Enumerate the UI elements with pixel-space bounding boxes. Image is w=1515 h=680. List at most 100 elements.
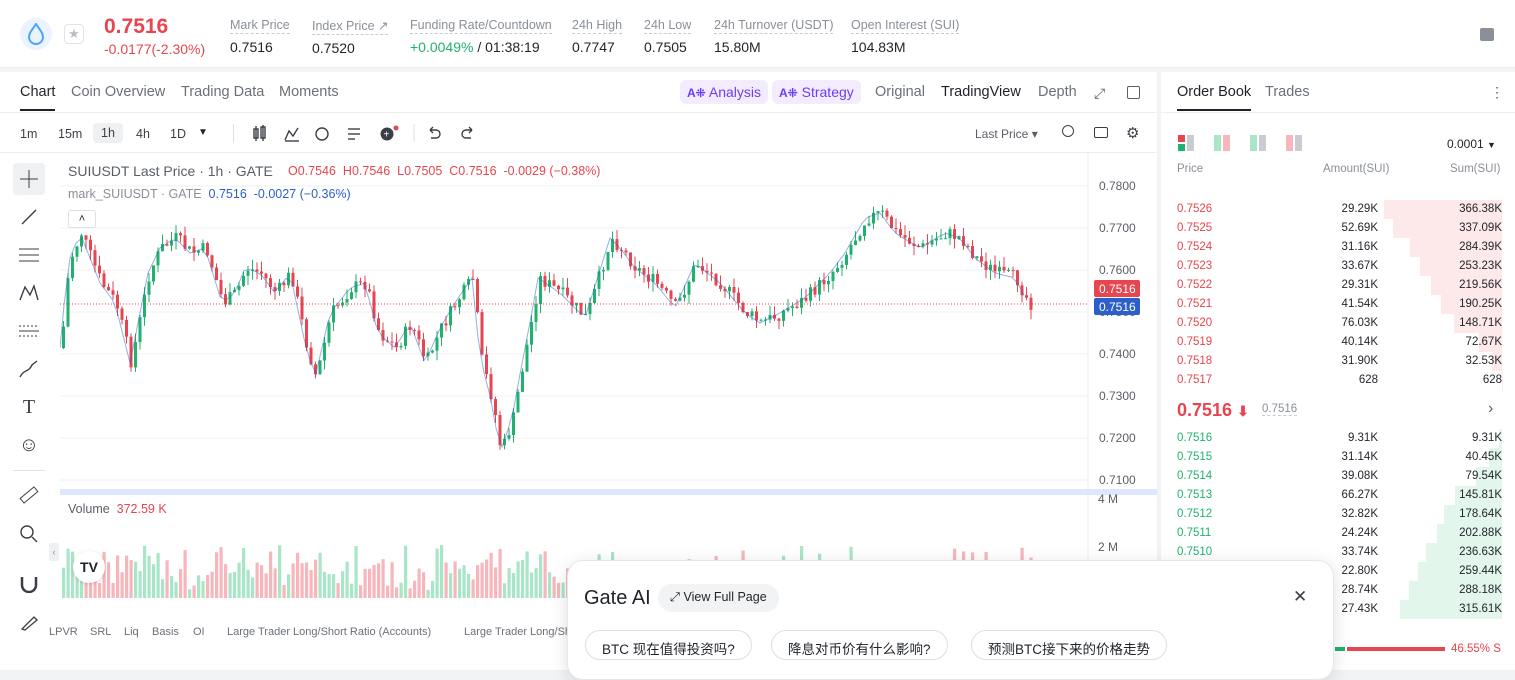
- tradingview-logo-icon[interactable]: TV: [73, 551, 105, 583]
- candle-body: [175, 233, 178, 241]
- tab-trading-data[interactable]: Trading Data: [181, 84, 264, 100]
- volume-bar: [188, 589, 191, 598]
- interval-1d[interactable]: 1D: [170, 127, 186, 141]
- tab-basis[interactable]: Basis: [152, 626, 179, 638]
- candle-body: [710, 272, 713, 273]
- candle-body: [485, 354, 488, 374]
- volume-bar: [170, 576, 173, 598]
- candle-body: [328, 323, 331, 343]
- emoji-tool-icon[interactable]: ☺: [13, 429, 45, 461]
- window-icon[interactable]: [1127, 86, 1140, 99]
- row-sum: 79.54K: [1466, 470, 1502, 482]
- volume-bar: [247, 570, 250, 598]
- tab-large-trader-accounts[interactable]: Large Trader Long/Short Ratio (Accounts): [227, 626, 431, 638]
- candle-body: [854, 241, 857, 245]
- interval-dropdown-icon[interactable]: ▼: [198, 127, 208, 138]
- candle-body: [152, 265, 155, 281]
- candle-body: [445, 323, 448, 325]
- prompt-chip-2[interactable]: 降息对币价有什么影响?: [771, 630, 948, 660]
- interval-4h[interactable]: 4h: [136, 127, 150, 141]
- magnet-tool-icon[interactable]: [13, 567, 45, 599]
- candlestick-chart[interactable]: 0.78000.77000.76000.75000.74000.73000.72…: [60, 153, 1157, 598]
- view-asks-icon[interactable]: [1286, 135, 1303, 151]
- tab-coin-overview[interactable]: Coin Overview: [71, 84, 165, 100]
- collapse-toolbar-icon[interactable]: ‹: [49, 543, 59, 561]
- price-type-select[interactable]: Last Price ▾: [975, 127, 1038, 141]
- collapse-legend-button[interactable]: ˄: [68, 210, 96, 228]
- tab-chart[interactable]: Chart: [20, 84, 55, 100]
- tab-large-trader-ratio[interactable]: Large Trader Long/Short Ratio: [464, 626, 568, 638]
- template-icon: [348, 129, 360, 139]
- price-axis-label: 0.7600: [1099, 263, 1136, 277]
- brush-tool-icon[interactable]: [13, 353, 45, 385]
- crosshair-tool-icon[interactable]: [13, 163, 45, 195]
- close-icon[interactable]: ✕: [1293, 587, 1307, 607]
- ai-strategy-button[interactable]: A⁜ Strategy: [772, 80, 861, 104]
- divider: [0, 112, 1157, 113]
- volume-bar: [125, 556, 128, 598]
- camera-icon[interactable]: [1094, 127, 1108, 138]
- tab-moments[interactable]: Moments: [279, 84, 339, 100]
- ai-analysis-button[interactable]: A⁜ Analysis: [680, 80, 768, 104]
- trend-line-tool-icon[interactable]: [13, 201, 45, 233]
- row-sum: 40.45K: [1466, 451, 1502, 463]
- zoom-in-tool-icon[interactable]: [13, 517, 45, 549]
- view-both-icon[interactable]: [1178, 135, 1195, 151]
- more-menu-icon[interactable]: ⋮: [1490, 84, 1504, 101]
- tab-liq[interactable]: Liq: [124, 626, 139, 638]
- volume-bar: [148, 556, 151, 598]
- settings-gear-icon[interactable]: ⚙: [1126, 124, 1139, 142]
- interval-1h[interactable]: 1h: [93, 123, 123, 143]
- tab-srl[interactable]: SRL: [90, 626, 111, 638]
- volume-axis-label: 4 M: [1098, 492, 1118, 506]
- fib-tool-icon[interactable]: [13, 239, 45, 271]
- expand-icon[interactable]: ⤢: [1094, 85, 1105, 102]
- projection-tool-icon[interactable]: [13, 315, 45, 347]
- text-tool-icon[interactable]: T: [13, 391, 45, 423]
- volume-bar: [166, 560, 169, 598]
- candle-body: [1003, 267, 1006, 271]
- tab-order-book[interactable]: Order Book: [1177, 84, 1251, 100]
- row-price: 0.7517: [1177, 374, 1212, 386]
- ruler-tool-icon[interactable]: [13, 479, 45, 511]
- chevron-right-icon[interactable]: ›: [1488, 400, 1493, 418]
- tab-tradingview[interactable]: TradingView: [941, 84, 1021, 100]
- tab-trades[interactable]: Trades: [1265, 84, 1310, 100]
- stat-index-price[interactable]: Index Price ↗0.7520: [312, 18, 388, 56]
- prompt-chip-1[interactable]: BTC 现在值得投资吗?: [585, 630, 752, 660]
- pattern-tool-icon[interactable]: [13, 277, 45, 309]
- view-full-page-button[interactable]: ⤢ View Full Page: [658, 584, 779, 612]
- lock-draw-tool-icon[interactable]: [13, 605, 45, 637]
- interval-1m[interactable]: 1m: [20, 127, 37, 141]
- tab-lpvr[interactable]: LPVR: [49, 626, 78, 638]
- interval-15m[interactable]: 15m: [58, 127, 82, 141]
- candle-body: [805, 298, 808, 301]
- tab-depth[interactable]: Depth: [1038, 84, 1077, 100]
- book-icon[interactable]: [1480, 28, 1494, 41]
- search-icon[interactable]: [1062, 125, 1074, 137]
- prompt-chip-3[interactable]: 预测BTC接下来的价格走势: [971, 630, 1167, 660]
- view-bids-icon[interactable]: [1250, 135, 1267, 151]
- volume-bar: [130, 560, 133, 598]
- favorite-star-icon[interactable]: ★: [64, 24, 84, 44]
- precision-select[interactable]: 0.0001 ▼: [1447, 137, 1496, 151]
- tab-original[interactable]: Original: [875, 84, 925, 100]
- view-split-icon[interactable]: [1214, 135, 1231, 151]
- tab-oi[interactable]: OI: [193, 626, 205, 638]
